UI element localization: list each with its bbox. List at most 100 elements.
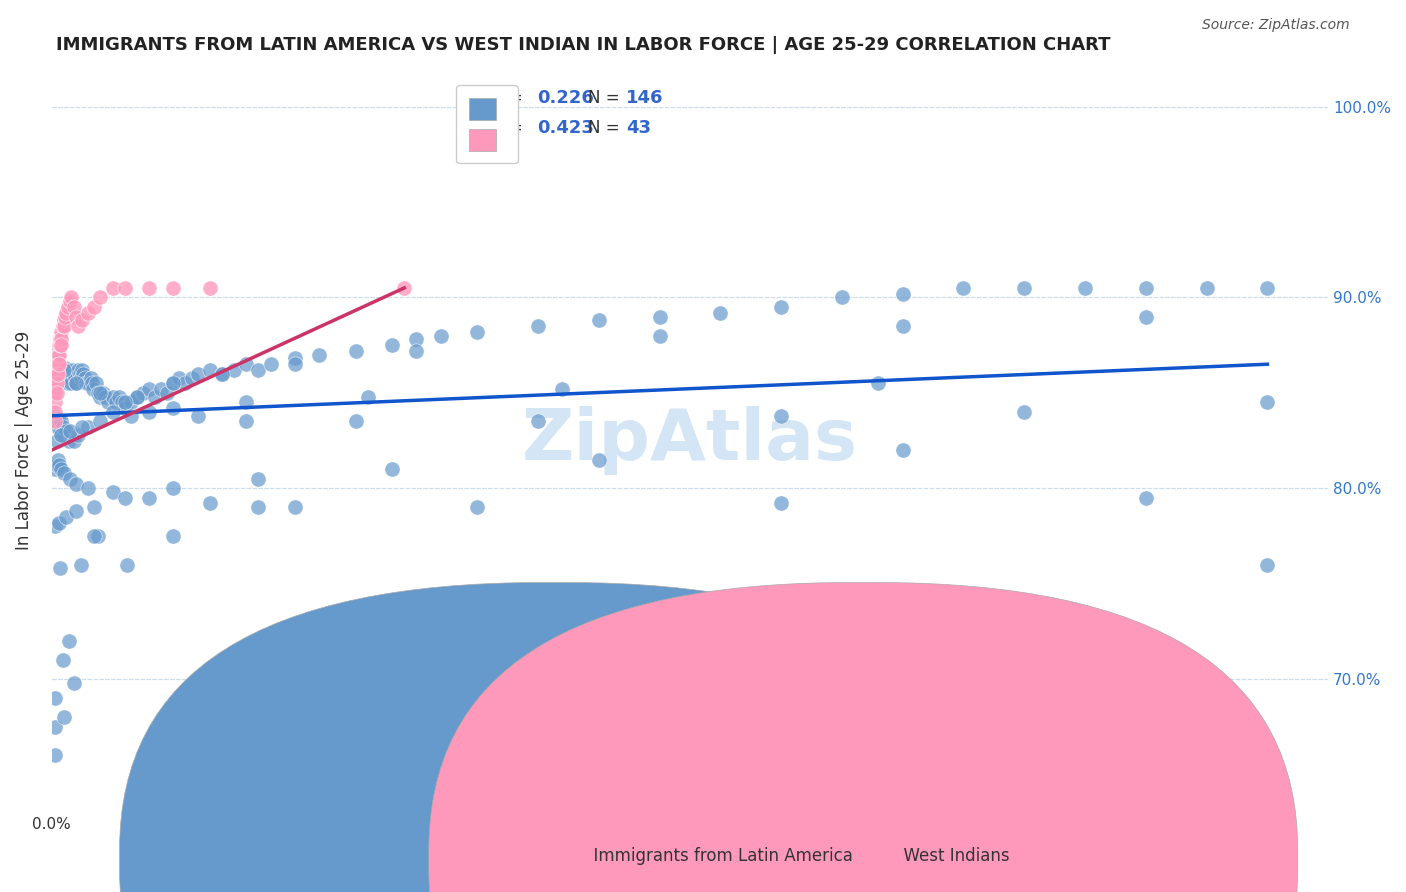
Point xyxy=(527,319,550,334)
Point xyxy=(709,306,731,320)
Point xyxy=(831,290,853,304)
Point xyxy=(891,319,914,334)
Point xyxy=(162,376,184,391)
Point xyxy=(59,424,82,438)
Point xyxy=(48,338,70,352)
Point xyxy=(52,313,75,327)
Point xyxy=(44,691,66,706)
Point xyxy=(101,405,124,419)
Point xyxy=(89,414,111,428)
Point xyxy=(381,462,404,476)
Point xyxy=(770,496,793,510)
Point xyxy=(63,370,86,384)
Point xyxy=(45,363,67,377)
Point xyxy=(44,409,66,423)
Point xyxy=(48,363,70,377)
Point xyxy=(45,385,67,400)
Point xyxy=(101,281,124,295)
Point xyxy=(51,363,73,377)
Point xyxy=(44,382,66,396)
Point xyxy=(770,409,793,423)
Point xyxy=(60,290,83,304)
Point xyxy=(162,401,184,416)
Point xyxy=(211,367,233,381)
Point xyxy=(138,405,160,419)
Text: Source: ZipAtlas.com: Source: ZipAtlas.com xyxy=(1202,18,1350,32)
Point xyxy=(77,481,100,495)
Point xyxy=(52,319,75,334)
Point xyxy=(1012,405,1035,419)
Point xyxy=(79,370,101,384)
Point xyxy=(72,367,94,381)
Point xyxy=(65,310,87,324)
Point xyxy=(77,376,100,391)
Point xyxy=(125,390,148,404)
Point xyxy=(53,361,76,376)
Point xyxy=(156,385,179,400)
Point xyxy=(45,376,67,391)
Point xyxy=(62,675,84,690)
Point xyxy=(527,414,550,428)
Point xyxy=(284,357,307,371)
Point xyxy=(45,376,67,391)
Point xyxy=(120,395,142,409)
Point xyxy=(51,333,73,347)
Point xyxy=(56,300,79,314)
Text: 0.423: 0.423 xyxy=(537,119,593,137)
Point xyxy=(588,452,610,467)
Point xyxy=(56,376,79,391)
Point xyxy=(394,281,416,295)
Text: R =: R = xyxy=(492,119,529,137)
Point xyxy=(45,434,67,448)
Point xyxy=(150,382,173,396)
Point xyxy=(125,390,148,404)
Point xyxy=(120,409,142,423)
Point xyxy=(162,281,184,295)
Point xyxy=(114,401,136,416)
Point xyxy=(48,458,70,473)
Point xyxy=(44,414,66,428)
Point xyxy=(48,516,70,530)
Point xyxy=(48,357,70,371)
Text: 0.226: 0.226 xyxy=(537,89,593,107)
Point xyxy=(59,370,82,384)
Point xyxy=(1135,491,1157,505)
Point xyxy=(187,367,209,381)
Point xyxy=(55,306,77,320)
Text: 146: 146 xyxy=(626,89,664,107)
Point xyxy=(1012,281,1035,295)
Point xyxy=(65,504,87,518)
Point xyxy=(46,348,69,362)
Legend: , : , xyxy=(457,85,517,163)
Point xyxy=(51,325,73,339)
Text: IMMIGRANTS FROM LATIN AMERICA VS WEST INDIAN IN LABOR FORCE | AGE 25-29 CORRELAT: IMMIGRANTS FROM LATIN AMERICA VS WEST IN… xyxy=(56,36,1111,54)
Point xyxy=(101,485,124,500)
Point xyxy=(83,500,105,515)
Point xyxy=(211,367,233,381)
Point xyxy=(247,500,270,515)
Point xyxy=(87,529,110,543)
Point xyxy=(381,338,404,352)
Point xyxy=(344,343,367,358)
Point xyxy=(52,367,75,381)
Point xyxy=(46,351,69,366)
Point xyxy=(70,370,93,384)
Point xyxy=(52,363,75,377)
Point xyxy=(111,395,134,409)
Point xyxy=(465,500,488,515)
Point xyxy=(94,390,117,404)
Point xyxy=(67,319,90,334)
Point xyxy=(46,452,69,467)
Point xyxy=(52,653,75,667)
Point xyxy=(55,370,77,384)
Point xyxy=(52,466,75,480)
Point xyxy=(46,367,69,381)
Point xyxy=(83,529,105,543)
Point xyxy=(114,281,136,295)
Point xyxy=(405,343,427,358)
Point xyxy=(62,367,84,381)
Point xyxy=(75,376,97,391)
Point xyxy=(89,385,111,400)
Point xyxy=(1135,281,1157,295)
Point xyxy=(52,363,75,377)
